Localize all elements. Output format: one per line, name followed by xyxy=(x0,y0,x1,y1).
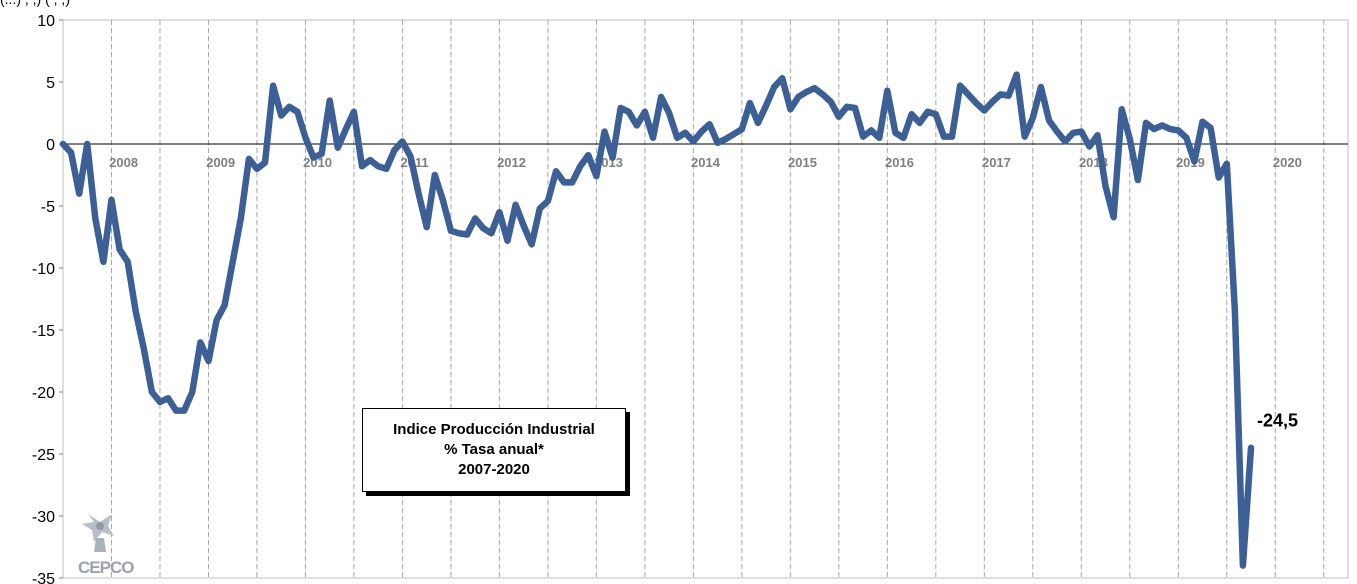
x-tick-label: 2009 xyxy=(206,155,235,170)
y-tick-label: -30 xyxy=(32,509,55,526)
y-tick-label: -20 xyxy=(32,385,55,402)
y-tick-label: 0 xyxy=(46,137,55,154)
y-tick-label: 5 xyxy=(46,75,55,92)
series-layer xyxy=(59,71,1255,569)
x-tick-label: 2010 xyxy=(303,155,332,170)
grid-layer xyxy=(62,19,1349,579)
y-tick-label: -15 xyxy=(32,323,55,340)
y-tick-label: -10 xyxy=(32,261,55,278)
y-tick-label: -25 xyxy=(32,447,55,464)
logo-text: CEPCO xyxy=(78,558,134,577)
y-tick-label: -35 xyxy=(32,571,55,584)
x-tick-label: 2015 xyxy=(788,155,817,170)
series-line xyxy=(59,71,1255,569)
y-tick-label: -5 xyxy=(41,199,55,216)
last-value-label: -24,5 xyxy=(1257,411,1298,431)
top-note: (...) , ,) ( , ,) xyxy=(0,0,70,7)
chart-title-box: Indice Producción Industrial % Tasa anua… xyxy=(362,408,626,492)
label-layer: -24,5 xyxy=(1257,411,1298,431)
x-tick-label: 2016 xyxy=(885,155,914,170)
x-tick-label: 2008 xyxy=(109,155,138,170)
chart-title-line-1: Indice Producción Industrial xyxy=(393,421,595,438)
chart-title-line-2: % Tasa anual* xyxy=(444,441,544,458)
x-tick-label: 2020 xyxy=(1273,155,1302,170)
chart-title-line-3: 2007-2020 xyxy=(458,461,530,478)
x-tick-label: 2014 xyxy=(691,155,721,170)
y-tick-label: 10 xyxy=(37,13,55,30)
cepco-logo: CEPCO xyxy=(78,508,174,578)
x-tick-label: 2017 xyxy=(982,155,1011,170)
logo-mark-icon xyxy=(82,514,114,552)
plot-frame xyxy=(62,19,1349,579)
x-tick-label: 2012 xyxy=(497,155,526,170)
